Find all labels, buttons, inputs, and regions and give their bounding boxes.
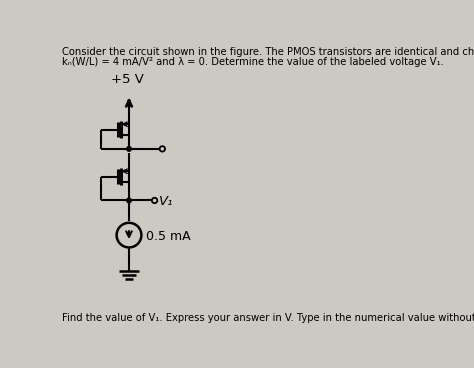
Text: Find the value of V₁. Express your answer in V. Type in the numerical value with: Find the value of V₁. Express your answe… — [63, 313, 474, 323]
Text: +5 V: +5 V — [111, 73, 144, 86]
Text: 0.5 mA: 0.5 mA — [146, 230, 191, 243]
Circle shape — [127, 198, 131, 203]
Text: V₁: V₁ — [159, 195, 174, 208]
Text: Consider the circuit shown in the figure. The PMOS transistors are identical and: Consider the circuit shown in the figure… — [63, 46, 474, 57]
Circle shape — [127, 146, 131, 151]
Text: kₙ(W/L) = 4 mA/V² and λ = 0. Determine the value of the labeled voltage V₁.: kₙ(W/L) = 4 mA/V² and λ = 0. Determine t… — [63, 57, 444, 67]
